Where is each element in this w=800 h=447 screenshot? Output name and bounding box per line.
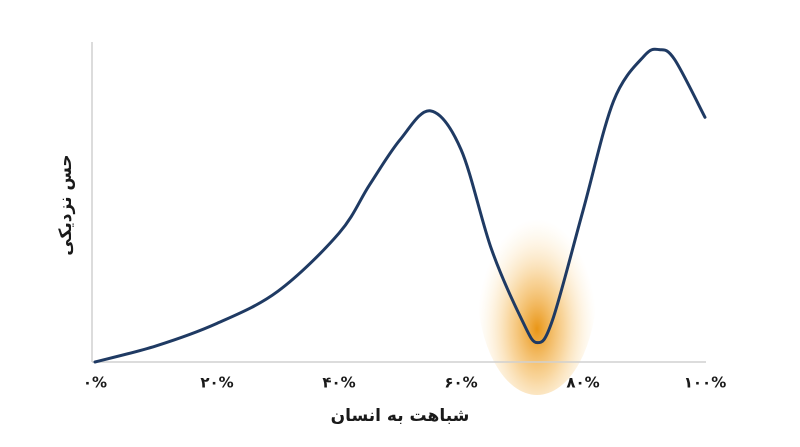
x-axis-title: شباهت به انسان xyxy=(331,406,470,426)
curve xyxy=(93,47,707,364)
y-axis-title: حس نزدیکی xyxy=(56,154,76,255)
x-tick-label: ۸۰% xyxy=(566,374,599,392)
x-tick-label: ۱۰۰% xyxy=(684,374,727,392)
valley-glow xyxy=(477,175,597,395)
x-tick-label: ۴۰% xyxy=(322,374,355,392)
x-tick-label: ۶۰% xyxy=(444,374,477,392)
x-tick-label: ۲۰% xyxy=(200,374,233,392)
x-tick-label: ۰% xyxy=(83,374,107,392)
